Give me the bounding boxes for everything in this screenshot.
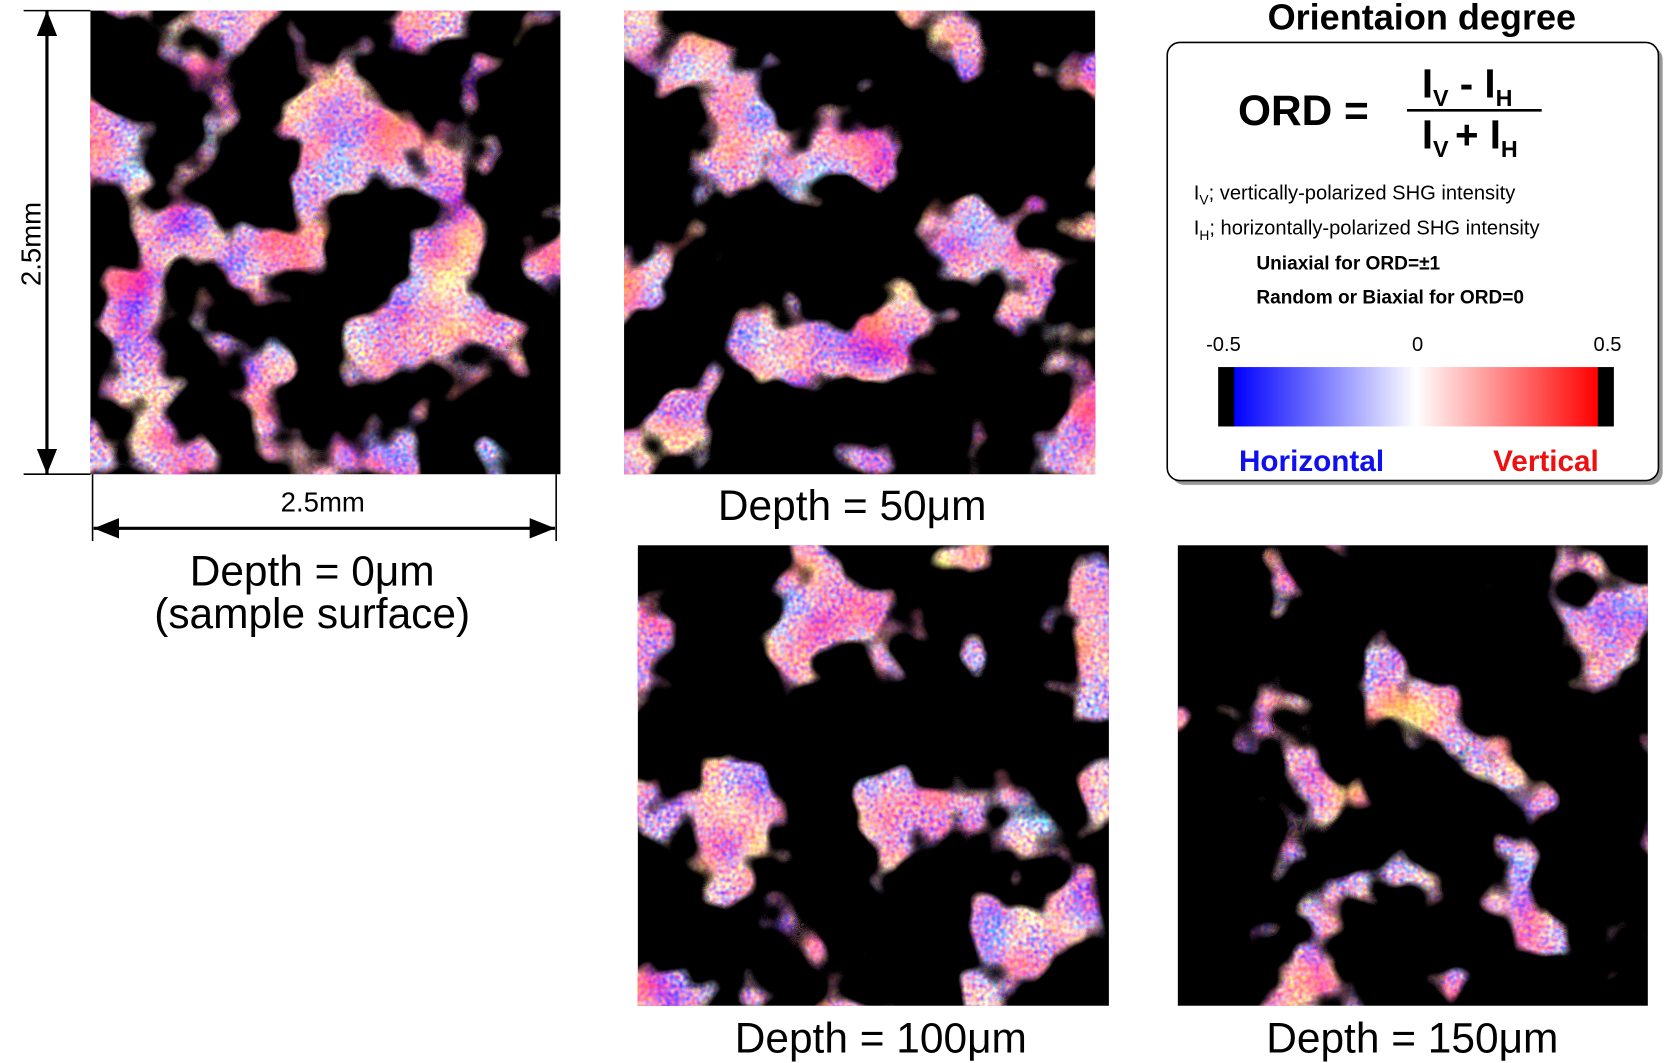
formula-numerator: IV - IH bbox=[1422, 62, 1513, 111]
colorbar-tick-label: 0 bbox=[1412, 334, 1423, 356]
definition-text: ; horizontally-polarized SHG intensity bbox=[1209, 217, 1540, 239]
symbol: I bbox=[1194, 217, 1200, 239]
legend-title: Orientaion degree bbox=[1268, 0, 1576, 38]
note: Random or Biaxial for ORD=0 bbox=[1256, 287, 1524, 308]
map-texture bbox=[1177, 545, 1648, 1006]
subscript: V bbox=[1433, 136, 1449, 162]
subscript: H bbox=[1501, 136, 1518, 162]
panel-caption: Depth = 150μm bbox=[1266, 1014, 1558, 1061]
map-texture bbox=[90, 10, 561, 475]
map-panels bbox=[90, 10, 1648, 1006]
subscript: H bbox=[1496, 85, 1513, 111]
definition-text: ; vertically-polarized SHG intensity bbox=[1209, 182, 1517, 204]
high-label: Vertical bbox=[1493, 445, 1599, 478]
subscript: H bbox=[1199, 228, 1209, 243]
height-label: 2.5mm bbox=[16, 202, 47, 286]
symbol: I bbox=[1422, 113, 1433, 158]
definition: IH; horizontally-polarized SHG intensity bbox=[1194, 217, 1541, 242]
definition: IV; vertically-polarized SHG intensity bbox=[1194, 182, 1516, 207]
panel-subcaption: (sample surface) bbox=[154, 590, 470, 637]
map-panel bbox=[1177, 545, 1648, 1006]
low-label: Horizontal bbox=[1239, 445, 1384, 478]
panel-caption: Depth = 50μm bbox=[718, 482, 987, 529]
operator: + bbox=[1455, 113, 1490, 158]
note: Uniaxial for ORD=±1 bbox=[1256, 253, 1440, 274]
symbol: I bbox=[1194, 182, 1200, 204]
panel-caption: Depth = 0μm bbox=[190, 548, 435, 595]
width-label: 2.5mm bbox=[281, 486, 365, 517]
map-panel bbox=[90, 10, 561, 475]
map-texture bbox=[637, 545, 1109, 1006]
symbol: I bbox=[1490, 113, 1501, 158]
subscript: V bbox=[1199, 193, 1209, 208]
symbol: I bbox=[1484, 62, 1495, 107]
formula-denominator: IV + IH bbox=[1422, 113, 1518, 162]
colorbar bbox=[1218, 367, 1614, 427]
map-texture bbox=[624, 10, 1096, 475]
formula-lhs: ORD = bbox=[1238, 87, 1369, 134]
colorbar-tick-label: -0.5 bbox=[1206, 334, 1241, 356]
map-panel bbox=[637, 545, 1109, 1006]
subscript: V bbox=[1433, 85, 1449, 111]
panel-caption: Depth = 100μm bbox=[735, 1014, 1027, 1061]
map-panel bbox=[624, 10, 1096, 475]
operator: - bbox=[1449, 62, 1485, 107]
colorbar-tick-label: 0.5 bbox=[1594, 334, 1622, 356]
symbol: I bbox=[1422, 62, 1433, 107]
